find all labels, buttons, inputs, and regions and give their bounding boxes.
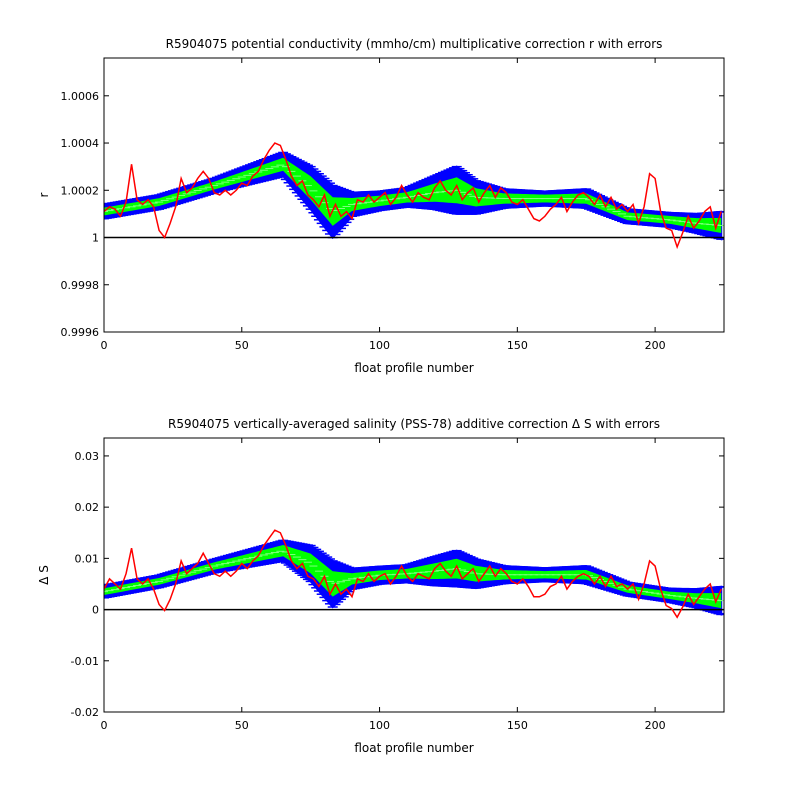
y-tick-label: 0 [92, 604, 99, 617]
x-tick-label: 50 [235, 719, 249, 732]
chart-panel-2: 0 50 100 150 200 -0.02 -0.01 0 0.01 0.02 0.03 R5904… [37, 417, 725, 755]
y-tick-label: -0.01 [71, 655, 99, 668]
raw-series-line [104, 529, 722, 619]
y-tick-label: 0.9996 [61, 326, 100, 339]
x-tick-label: 150 [507, 339, 528, 352]
y-axis-label: Δ S [37, 565, 51, 585]
x-tick-label: 200 [645, 719, 666, 732]
raw-series-line [104, 142, 722, 250]
fit-band [104, 157, 722, 234]
axes-box [103, 437, 725, 713]
y-tick-label: 0.03 [75, 450, 100, 463]
y-tick-label: 1 [92, 232, 99, 245]
y-axis-label: r [37, 192, 51, 197]
y-tick-label: 0.02 [75, 501, 100, 514]
chart-title: R5904075 potential conductivity (mmho/cm… [166, 37, 663, 51]
x-tick-label: 200 [645, 339, 666, 352]
x-axis-label: float profile number [354, 361, 473, 375]
x-tick-label: 50 [235, 339, 249, 352]
y-tick-label: -0.02 [71, 706, 99, 719]
y-tick-label: 1.0002 [61, 184, 100, 197]
axes-box [103, 57, 725, 333]
x-tick-label: 100 [369, 719, 390, 732]
y-tick-label: 1.0004 [61, 137, 100, 150]
x-axis-label: float profile number [354, 741, 473, 755]
chart-panel-1: 0 50 100 150 200 0.9996 0.9998 1 1.0002 1.0004 1.0… [37, 37, 725, 375]
y-tick-label: 1.0006 [61, 90, 100, 103]
x-tick-label: 150 [507, 719, 528, 732]
y-tick-label: 0.9998 [61, 279, 100, 292]
fit-band [104, 545, 722, 609]
y-tick-label: 0.01 [75, 552, 100, 565]
chart-title: R5904075 vertically-averaged salinity (P… [168, 417, 660, 431]
plot-area [104, 529, 724, 619]
x-tick-label: 0 [101, 339, 108, 352]
plot-area [104, 142, 724, 250]
x-tick-label: 0 [101, 719, 108, 732]
x-tick-label: 100 [369, 339, 390, 352]
